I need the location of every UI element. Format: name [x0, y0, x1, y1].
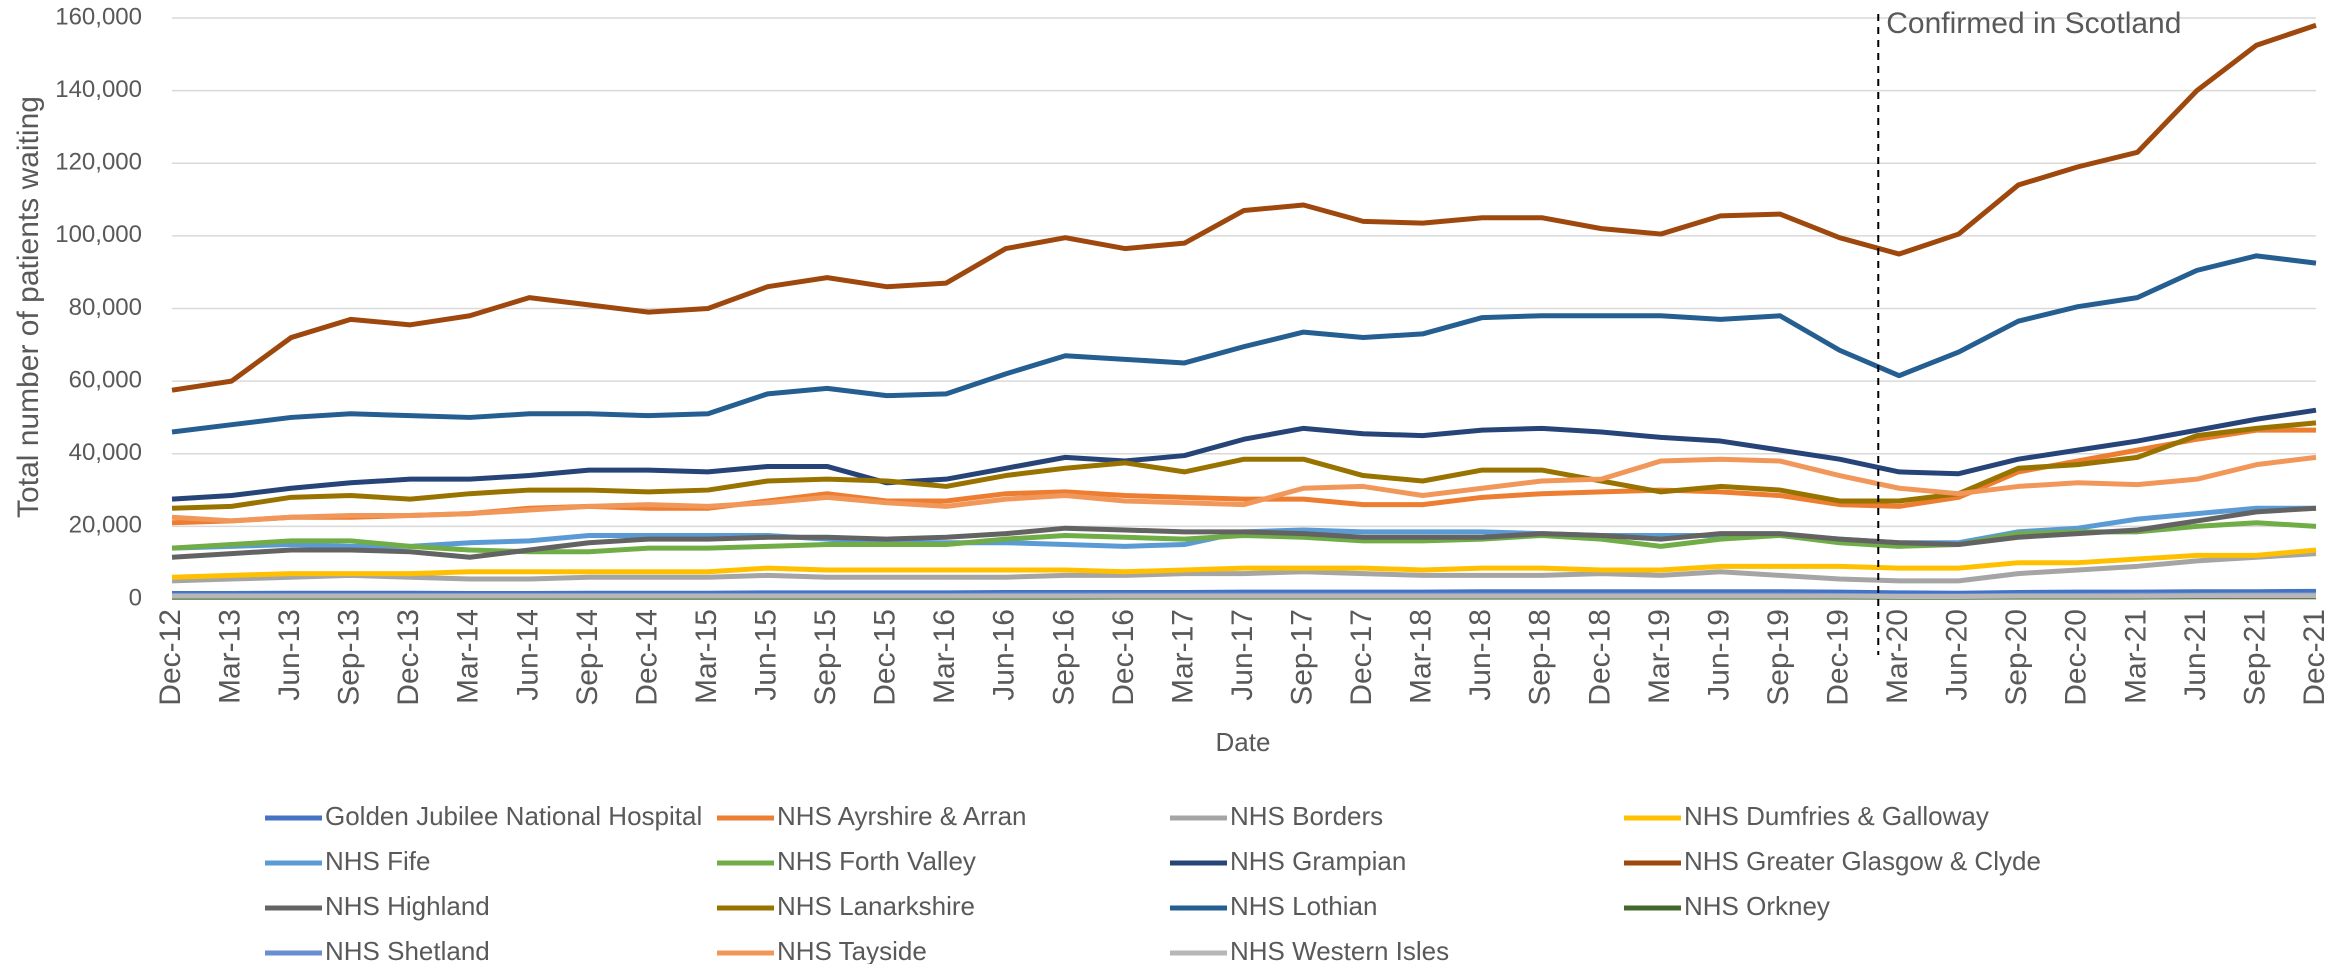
- series-line: [171, 454, 2317, 524]
- x-tick-label: Mar-18: [1405, 609, 1438, 704]
- series-line: [171, 547, 2317, 580]
- x-tick-label: Dec-12: [154, 609, 187, 706]
- y-tick-label: 160,000: [55, 3, 142, 30]
- x-tick-label: Dec-19: [1821, 609, 1854, 706]
- x-tick-label: Jun-18: [1464, 609, 1497, 701]
- legend-label: NHS Lothian: [1230, 891, 1377, 921]
- x-tick-label: Sep-19: [1762, 609, 1795, 706]
- legend-label: NHS Dumfries & Galloway: [1684, 801, 1989, 831]
- legend-label: Golden Jubilee National Hospital: [325, 801, 702, 831]
- legend-label: NHS Western Isles: [1230, 936, 1449, 964]
- y-axis-title: Total number of patients waiting: [12, 96, 45, 518]
- legend-label: NHS Shetland: [325, 936, 490, 964]
- x-tick-label: Jun-21: [2179, 609, 2212, 701]
- x-tick-label: Mar-15: [690, 609, 723, 704]
- x-axis-title: Date: [1216, 727, 1271, 757]
- series-line: [171, 551, 2317, 584]
- series-line: [171, 505, 2317, 560]
- legend-label: NHS Forth Valley: [777, 846, 976, 876]
- series-line: [171, 407, 2317, 502]
- legend-label: NHS Highland: [325, 891, 490, 921]
- x-tick-label: Sep-16: [1047, 609, 1080, 706]
- x-tick-label: Dec-16: [1107, 609, 1140, 706]
- x-tick-label: Jun-14: [511, 609, 544, 701]
- y-tick-label: 60,000: [69, 366, 142, 393]
- y-tick-label: 120,000: [55, 149, 142, 176]
- x-tick-label: Mar-17: [1166, 609, 1199, 704]
- y-tick-label: 40,000: [69, 439, 142, 466]
- legend-label: NHS Ayrshire & Arran: [777, 801, 1027, 831]
- x-tick-label: Dec-14: [630, 609, 663, 706]
- x-tick-label: Mar-20: [1881, 609, 1914, 704]
- x-tick-label: Dec-13: [392, 609, 425, 706]
- legend-label: NHS Grampian: [1230, 846, 1406, 876]
- x-tick-label: Sep-17: [1285, 609, 1318, 706]
- legend-label: NHS Greater Glasgow & Clyde: [1684, 846, 2041, 876]
- x-tick-label: Dec-18: [1583, 609, 1616, 706]
- y-tick-label: 140,000: [55, 76, 142, 103]
- x-tick-label: Sep-20: [2000, 609, 2033, 706]
- x-tick-label: Mar-14: [452, 609, 485, 704]
- x-tick-label: Jun-19: [1702, 609, 1735, 701]
- x-tick-label: Sep-14: [571, 609, 604, 706]
- series-line: [171, 253, 2317, 435]
- x-tick-label: Mar-16: [928, 609, 961, 704]
- y-tick-label: 80,000: [69, 294, 142, 321]
- series-line: [172, 593, 2316, 599]
- x-tick-label: Mar-13: [213, 609, 246, 704]
- legend-label: NHS Orkney: [1684, 891, 1830, 921]
- x-tick-label: Sep-21: [2238, 609, 2271, 706]
- x-tick-label: Sep-15: [809, 609, 842, 706]
- y-tick-label: 20,000: [69, 512, 142, 539]
- x-tick-label: Dec-21: [2298, 609, 2331, 706]
- x-tick-label: Sep-18: [1524, 609, 1557, 706]
- x-tick-label: Dec-20: [2060, 609, 2093, 706]
- y-tick-label: 0: [129, 584, 142, 611]
- x-tick-label: Mar-21: [2119, 609, 2152, 704]
- x-tick-label: Dec-17: [1345, 609, 1378, 706]
- x-tick-label: Jun-15: [749, 609, 782, 701]
- legend-label: NHS Lanarkshire: [777, 891, 975, 921]
- x-tick-label: Jun-16: [988, 609, 1021, 701]
- series-line: [171, 22, 2317, 393]
- x-tick-label: Dec-15: [869, 609, 902, 706]
- x-tick-label: Mar-19: [1643, 609, 1676, 704]
- x-tick-label: Sep-13: [333, 609, 366, 706]
- legend-label: NHS Fife: [325, 846, 430, 876]
- x-tick-label: Jun-20: [1941, 609, 1974, 701]
- legend-label: NHS Tayside: [777, 936, 927, 964]
- x-tick-label: Jun-13: [273, 609, 306, 701]
- x-tick-label: Jun-17: [1226, 609, 1259, 701]
- legend-label: NHS Borders: [1230, 801, 1383, 831]
- annotation-label: Confirmed in Scotland: [1886, 7, 2181, 40]
- y-tick-label: 100,000: [55, 221, 142, 248]
